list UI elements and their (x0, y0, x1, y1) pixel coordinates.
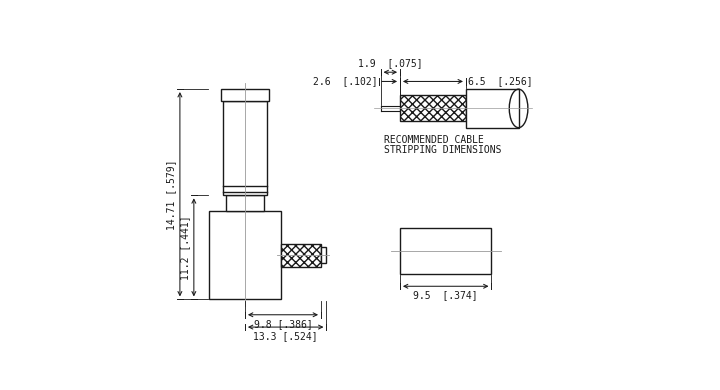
Text: RECOMMENDED CABLE: RECOMMENDED CABLE (384, 135, 485, 145)
Bar (281, 243, 321, 267)
Text: 9.5  [.374]: 9.5 [.374] (413, 290, 478, 300)
Text: STRIPPING DIMENSIONS: STRIPPING DIMENSIONS (384, 145, 502, 154)
Bar (221, 89, 269, 101)
Text: 14.71 [.579]: 14.71 [.579] (166, 159, 176, 229)
Text: 2.6  [.102]: 2.6 [.102] (313, 76, 377, 86)
Bar (222, 101, 267, 195)
Bar (321, 247, 326, 263)
Bar (400, 228, 492, 274)
Text: 6.5  [.256]: 6.5 [.256] (468, 76, 533, 86)
Text: 9.8 [.386]: 9.8 [.386] (253, 319, 312, 329)
Bar (210, 211, 281, 300)
Text: 11.2 [.441]: 11.2 [.441] (180, 215, 190, 280)
Text: 13.3 [.524]: 13.3 [.524] (253, 331, 318, 341)
Text: 1.9  [.075]: 1.9 [.075] (358, 58, 423, 68)
Bar (466, 89, 518, 128)
Bar (400, 95, 466, 122)
Bar (225, 195, 264, 211)
